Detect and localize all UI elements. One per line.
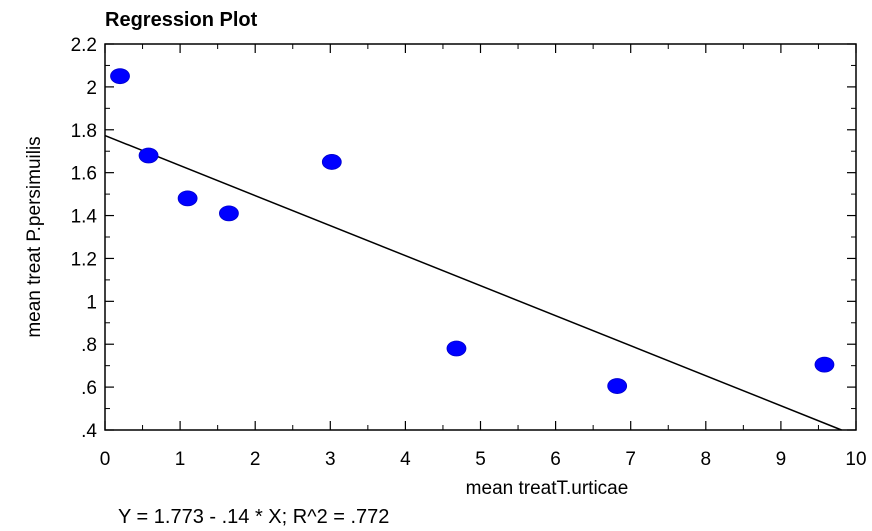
y-tick-label: .8: [81, 335, 97, 356]
data-point: [321, 154, 342, 170]
data-point: [138, 147, 159, 164]
x-tick-label: 3: [325, 449, 336, 470]
y-tick-label: 1.6: [71, 164, 97, 185]
regression-equation: Y = 1.773 - .14 * X; R^2 = .772: [118, 506, 389, 528]
x-tick-label: 6: [550, 449, 561, 470]
x-tick-label: 0: [100, 449, 111, 470]
regression-line: [104, 134, 842, 431]
x-tick-label: 9: [776, 449, 787, 470]
y-tick-label: 1: [86, 292, 97, 313]
y-tick-label: 2: [86, 78, 97, 99]
y-tick-label: 1.8: [71, 121, 97, 142]
x-tick-label: 4: [400, 449, 411, 470]
data-point: [219, 205, 239, 222]
x-tick-label: 7: [625, 449, 636, 470]
y-tick-label: 1.2: [71, 249, 97, 270]
y-tick-label: 1.4: [71, 207, 98, 228]
y-tick-label: .6: [81, 378, 97, 399]
data-point: [607, 378, 628, 394]
x-tick-label: 2: [250, 449, 261, 470]
x-tick-label: 5: [475, 449, 486, 470]
x-tick-label: 1: [175, 449, 186, 470]
tick-labels-layer: 0 1 2 3 4 5 6 7 8 9 10 .4 .6 .8 1 1.2 1.4 1.6 1.8 2 2.2: [71, 35, 867, 470]
chart-title: Regression Plot: [105, 9, 258, 31]
y-tick-label: .4: [81, 421, 97, 442]
data-point: [110, 68, 130, 85]
data-point: [814, 356, 835, 373]
x-tick-label: 8: [701, 449, 712, 470]
ticks-layer: [104, 43, 857, 431]
y-axis-label: mean treat P.persimuilis: [24, 136, 45, 337]
plot-frame: [104, 43, 857, 431]
y-tick-label: 2.2: [71, 35, 97, 56]
points-layer: [110, 68, 835, 394]
data-point: [177, 190, 198, 207]
x-axis-label: mean treatT.urticae: [466, 478, 629, 499]
x-tick-label: 10: [845, 449, 866, 470]
data-point: [446, 340, 467, 357]
